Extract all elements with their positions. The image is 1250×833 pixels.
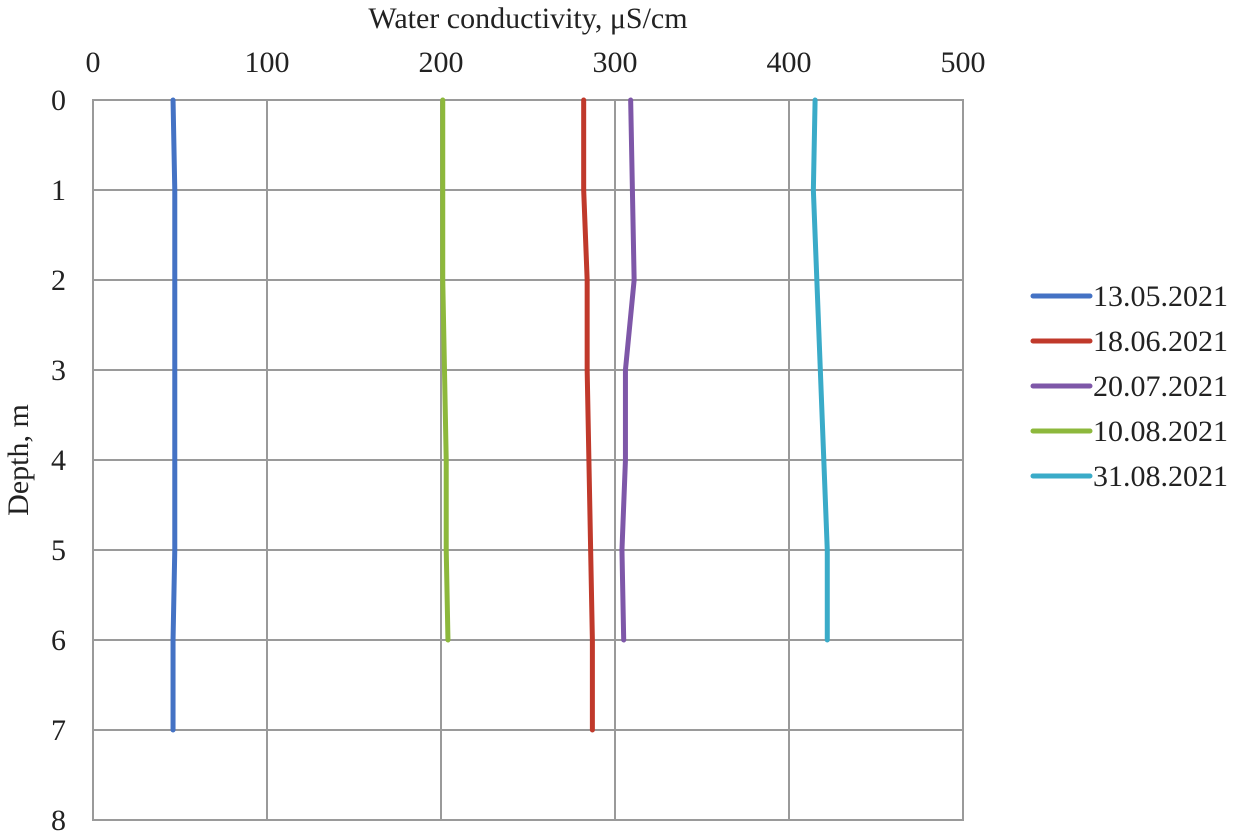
legend-label: 20.07.2021 (1093, 370, 1228, 403)
x-axis-title: Water conductivity, μS/cm (368, 2, 687, 35)
y-tick-label: 6 (51, 624, 66, 657)
series-line-31-08-2021 (810, 97, 830, 643)
x-tick-labels: 0 100 200 300 400 500 (86, 46, 986, 79)
legend-label: 13.05.2021 (1093, 280, 1228, 313)
x-tick-label: 400 (767, 46, 812, 79)
series-line-18-06-2021 (581, 97, 595, 733)
series-line-13-05-2021 (170, 97, 178, 733)
y-tick-label: 0 (51, 84, 66, 117)
y-tick-label: 1 (51, 174, 66, 207)
x-tick-label: 500 (941, 46, 986, 79)
y-tick-label: 4 (51, 444, 66, 477)
legend: 13.05.2021 18.06.2021 20.07.2021 10.08.2021… (1030, 280, 1228, 493)
legend-label: 31.08.2021 (1093, 460, 1228, 493)
data-series (170, 97, 830, 733)
x-tick-label: 0 (86, 46, 101, 79)
plot-area-frame (92, 99, 964, 821)
x-tick-label: 100 (245, 46, 290, 79)
y-axis-title: Depth, m (2, 404, 35, 516)
y-tick-label: 8 (51, 804, 66, 833)
y-tick-label: 3 (51, 354, 66, 387)
series-line-10-08-2021 (440, 97, 451, 643)
legend-label: 10.08.2021 (1093, 415, 1228, 448)
series-line-20-07-2021 (619, 97, 637, 643)
y-tick-labels: 0 1 2 3 4 5 6 7 8 (51, 84, 66, 833)
y-tick-label: 2 (51, 264, 66, 297)
x-tick-label: 300 (593, 46, 638, 79)
y-tick-label: 7 (51, 714, 66, 747)
legend-label: 18.06.2021 (1093, 325, 1228, 358)
y-tick-label: 5 (51, 534, 66, 567)
x-tick-label: 200 (419, 46, 464, 79)
